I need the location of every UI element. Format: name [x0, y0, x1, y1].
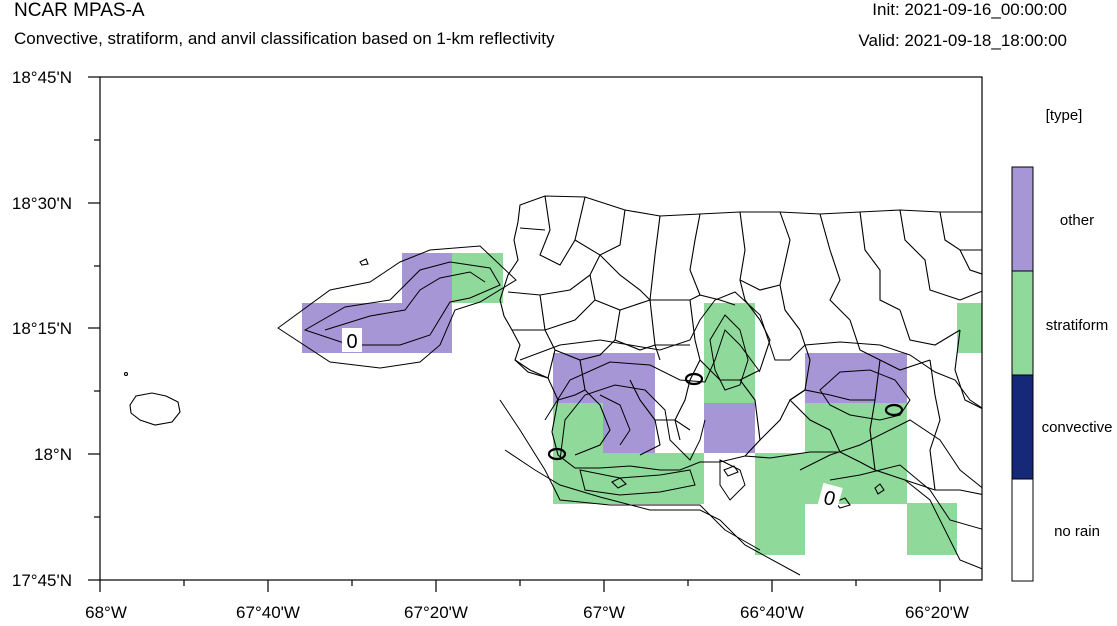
contour-line [544, 329, 761, 421]
cell-other [805, 353, 907, 403]
y-tick-label: 18°30'N [12, 194, 72, 213]
contour-line [519, 291, 982, 409]
y-tick-marks [88, 76, 100, 581]
contour-line [559, 384, 706, 461]
cell-other [553, 353, 655, 403]
contour-line [303, 261, 501, 346]
cell-stratiform [907, 503, 957, 555]
legend-swatch-other [1011, 166, 1034, 272]
legend-label-no-rain: no rain [1054, 523, 1100, 540]
x-tick-label: 68°W [85, 603, 127, 622]
contour-line [499, 399, 761, 551]
legend: [type] other stratiform convective no ra… [1011, 107, 1113, 582]
contour-line [599, 394, 631, 446]
x-tick-label: 66°20'W [905, 603, 969, 622]
legend-swatch-stratiform [1011, 270, 1034, 376]
zero-contour [547, 447, 567, 461]
cell-stratiform [553, 403, 603, 453]
contour-label: 0 [346, 331, 357, 353]
legend-label-other: other [1060, 212, 1094, 229]
x-tick-label: 67°20'W [404, 603, 468, 622]
legend-swatch-no-rain [1011, 478, 1034, 582]
cell-stratiform [553, 453, 704, 504]
y-tick-label: 18°45'N [12, 68, 72, 87]
islet [123, 371, 129, 377]
plot-subtitle: Convective, stratiform, and anvil classi… [14, 29, 555, 48]
valid-time: Valid: 2021-09-18_18:00:00 [858, 31, 1067, 50]
cell-other [704, 403, 755, 453]
x-tick-label: 67°40'W [236, 603, 300, 622]
zero-contour [684, 372, 704, 386]
reflectivity-contours [277, 245, 982, 576]
cell-other [402, 253, 452, 303]
x-tick-marks [99, 580, 941, 592]
precip-classification-grid [302, 253, 982, 555]
y-tick-label: 18°15'N [12, 319, 72, 338]
cell-stratiform [805, 403, 907, 504]
contour-line [277, 245, 517, 369]
x-tick-labels: 68°W 67°40'W 67°20'W 67°W 66°40'W 66°20'… [85, 603, 969, 622]
contour-line [904, 479, 982, 570]
contour-line [819, 369, 911, 421]
x-tick-label: 67°W [583, 603, 625, 622]
contour-label: 0 [821, 487, 837, 511]
y-tick-labels: 18°45'N 18°30'N 18°15'N 18°N 17°45'N [12, 68, 72, 590]
contour-line [709, 314, 749, 391]
legend-title: [type] [1046, 107, 1083, 124]
legend-swatch-convective [1011, 374, 1034, 480]
zero-contour [884, 403, 904, 417]
desecheo-island [359, 258, 369, 266]
legend-label-convective: convective [1042, 419, 1113, 436]
contour-labels: 0 0 [342, 328, 843, 512]
init-time: Init: 2021-09-16_00:00:00 [872, 0, 1067, 19]
contour-line [324, 271, 486, 331]
cell-stratiform [755, 503, 805, 555]
cell-stratiform [957, 303, 982, 353]
contour-line [579, 469, 696, 496]
legend-label-stratiform: stratiform [1046, 317, 1109, 334]
puerto-rico-map [123, 195, 982, 509]
x-tick-label: 66°40'W [740, 603, 804, 622]
mona-island [129, 392, 181, 426]
contour-line [719, 459, 746, 501]
contour-line [799, 419, 982, 489]
y-tick-label: 18°N [34, 445, 72, 464]
contour-line [829, 464, 982, 530]
plot-title: NCAR MPAS-A [14, 0, 145, 21]
y-tick-label: 17°45'N [12, 571, 72, 590]
